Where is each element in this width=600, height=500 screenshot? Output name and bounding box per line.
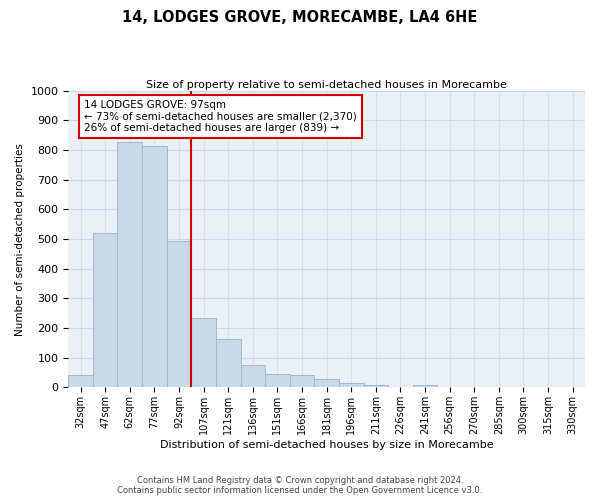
Text: 14 LODGES GROVE: 97sqm
← 73% of semi-detached houses are smaller (2,370)
26% of : 14 LODGES GROVE: 97sqm ← 73% of semi-det… [84, 100, 357, 133]
Bar [167, 240, 191, 388]
Bar [191, 318, 216, 388]
Bar [265, 374, 290, 388]
X-axis label: Distribution of semi-detached houses by size in Morecambe: Distribution of semi-detached houses by … [160, 440, 493, 450]
Text: Contains HM Land Registry data © Crown copyright and database right 2024.
Contai: Contains HM Land Registry data © Crown c… [118, 476, 482, 495]
Text: 14, LODGES GROVE, MORECAMBE, LA4 6HE: 14, LODGES GROVE, MORECAMBE, LA4 6HE [122, 10, 478, 25]
Bar [339, 384, 364, 388]
Bar [241, 366, 265, 388]
Bar [118, 142, 142, 388]
Bar [216, 339, 241, 388]
Bar [142, 146, 167, 388]
Bar [314, 379, 339, 388]
Bar [413, 385, 437, 388]
Bar [93, 232, 118, 388]
Y-axis label: Number of semi-detached properties: Number of semi-detached properties [15, 142, 25, 336]
Bar [290, 374, 314, 388]
Bar [68, 375, 93, 388]
Bar [364, 386, 388, 388]
Title: Size of property relative to semi-detached houses in Morecambe: Size of property relative to semi-detach… [146, 80, 507, 90]
